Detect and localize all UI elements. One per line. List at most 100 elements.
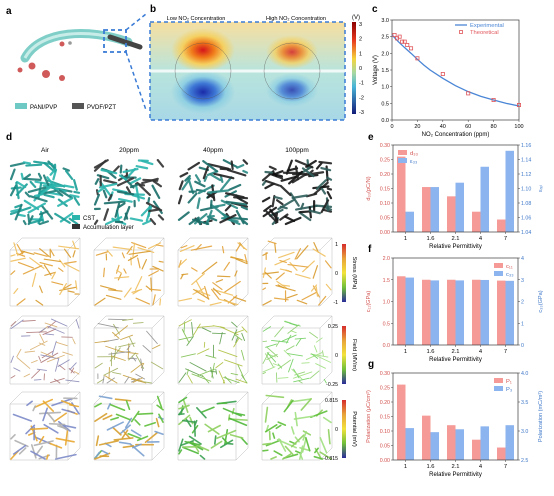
fiber-segment (43, 423, 59, 434)
fiber-segment (72, 240, 77, 250)
fiber-segment (58, 267, 64, 272)
cube-edge (261, 391, 275, 405)
fiber-segment (240, 205, 249, 211)
fiber-segment (47, 325, 65, 334)
cube-edge (67, 315, 81, 329)
y-axis-label-c: Voltage (V) (373, 55, 379, 85)
fiber-segment (94, 452, 111, 460)
fiber-segment (234, 329, 245, 334)
fiber-segment (314, 447, 319, 454)
fiber-segment (265, 394, 285, 399)
fiber-segment (103, 200, 126, 205)
fiber-segment (63, 248, 72, 258)
fiber-segment (96, 174, 110, 180)
fiber-segment (51, 271, 57, 280)
fiber-segment (295, 338, 302, 347)
cube-edge (319, 391, 333, 405)
fiber-segment (45, 333, 55, 336)
fiber-segment (134, 419, 141, 426)
zoom-line (125, 51, 147, 111)
fiber-segment (314, 204, 333, 208)
y-axis-label-left: Polarization (μC/cm²) (366, 390, 372, 443)
fiber-segment (178, 372, 187, 383)
fiber-segment (136, 435, 149, 442)
x-axis-label: Relative Permittivity (429, 357, 482, 363)
fiber-segment (105, 345, 121, 352)
fiber-segment (51, 340, 57, 355)
fiber-segment (212, 203, 226, 209)
cube-edge (9, 237, 23, 251)
fiber-segment (112, 331, 120, 339)
fiber-segment (63, 263, 80, 272)
fiber-segment (265, 353, 274, 368)
fiber-segment (315, 337, 323, 343)
fiber-segment (122, 374, 137, 380)
x-tick-label: 40 (440, 124, 446, 130)
fiber-segment (63, 184, 75, 189)
structure-cell (177, 315, 249, 385)
fiber-segment (113, 323, 120, 335)
fiber-segment (119, 164, 123, 174)
fiber-segment (327, 428, 331, 445)
panel-d: d Air 20ppm 40ppm 100ppm CST Accumulatio… (6, 132, 357, 462)
fiber-segment (54, 453, 77, 460)
fiber-segment (263, 204, 272, 212)
fiber-segment (68, 217, 79, 226)
colorbar-tick-label: 1 (359, 51, 362, 57)
row-colorbar (342, 244, 346, 302)
fiber-segment (287, 324, 300, 334)
fiber-segment (191, 321, 194, 336)
fiber-segment (201, 327, 212, 333)
fiber-segment (102, 414, 113, 421)
fiber-segment (43, 193, 55, 199)
fiber-segment (282, 453, 292, 460)
bar-right-series (405, 428, 414, 460)
fiber-segment (279, 184, 292, 197)
fiber-segment (207, 189, 230, 194)
chart-g: 1 1.6 2.1 4 7 0.00 0.05 0.10 0.15 0.20 0.25 0.30 2.5… (366, 371, 544, 478)
fiber-segment (209, 173, 222, 182)
fiber-segment (27, 186, 47, 194)
fiber-segment (313, 354, 331, 363)
fiber-segment (187, 161, 200, 171)
fiber-segment (215, 362, 224, 369)
structure-cell (9, 237, 81, 307)
colorbar-title: Field (MV/m) (351, 339, 357, 371)
fiber-segment (40, 352, 59, 363)
fiber-segment (264, 406, 269, 423)
fiber-segment (142, 219, 152, 226)
fiber-segment (149, 288, 162, 291)
fiber-segment (267, 240, 277, 245)
fiber-segment (24, 350, 36, 353)
panel-g: g 1 1.6 2.1 4 7 0.00 0.05 0.10 0.15 0.20 0.25 0.30 2… (366, 359, 544, 478)
y-tick-label-right: 1.10 (521, 187, 531, 193)
fiber-segment (144, 421, 156, 427)
fiber-segment (31, 369, 41, 379)
fiber-segment (43, 258, 62, 263)
y-tick-label-left: 0.10 (380, 201, 390, 207)
fiber-segment (228, 417, 248, 427)
y-tick-label-right: 4 (521, 256, 524, 262)
row-colorbar (342, 400, 346, 458)
fiber-segment (95, 251, 109, 256)
fiber-segment (39, 333, 45, 343)
fiber-segment (40, 204, 54, 220)
fiber-segment (140, 358, 144, 372)
fiber-segment (62, 167, 70, 172)
bar-right-series (505, 425, 514, 460)
fiber-segment (30, 340, 48, 351)
x-tick-label: 2.1 (451, 236, 459, 242)
fiber-segment (285, 159, 293, 175)
fiber-segment (130, 410, 140, 423)
y-tick-label: 1.5 (381, 68, 389, 74)
fiber-segment (125, 186, 132, 194)
fiber-segment (207, 424, 221, 433)
fiber-segment (149, 218, 157, 226)
panel-e: e 1 1.6 2.1 4 70.000.050.100.150.200.250.301… (366, 132, 544, 250)
fiber-segment (191, 373, 212, 382)
legend-swatch (494, 378, 503, 383)
fiber-segment (288, 358, 294, 373)
column-title-20ppm: 20ppm (119, 147, 139, 154)
fiber-segment (29, 195, 48, 203)
fiber-segment (137, 412, 154, 415)
